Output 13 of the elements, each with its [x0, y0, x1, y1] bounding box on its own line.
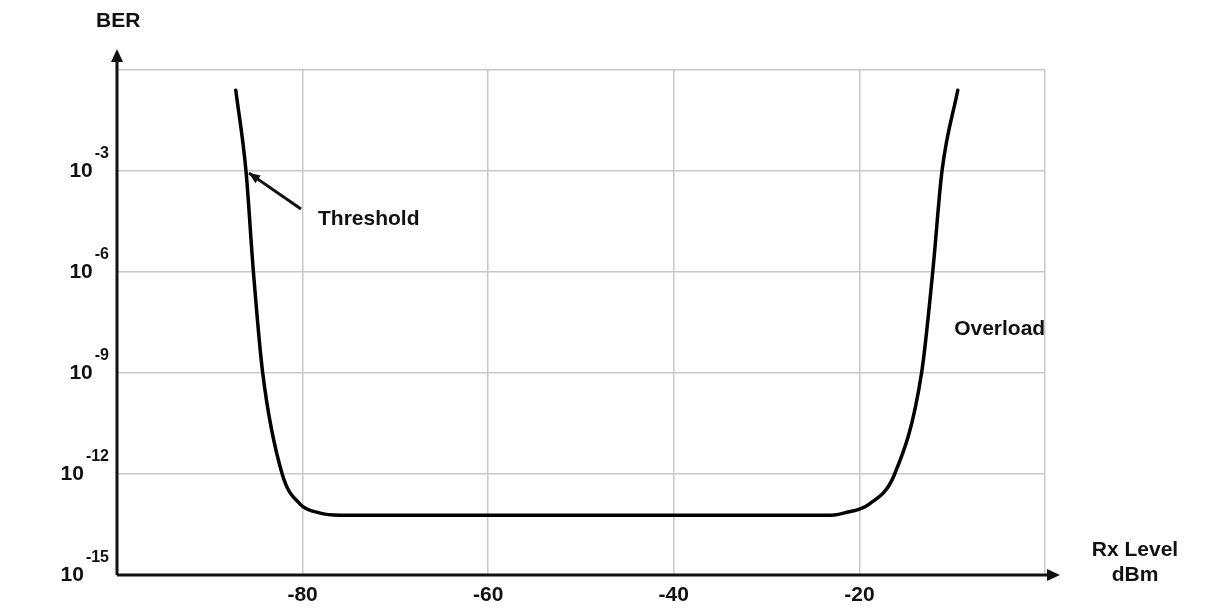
y-tick-label: 10-15 [60, 548, 110, 585]
x-tick-label: -40 [658, 581, 689, 605]
annotation: Overload [954, 316, 1046, 339]
y-tick-label: 10-3 [69, 144, 110, 181]
x-axis-title: Rx Level dBm [1090, 536, 1180, 586]
x-tick-label: -60 [473, 581, 504, 605]
y-axis-title: BER [96, 8, 141, 32]
y-tick-label: 10-6 [69, 245, 110, 282]
annotation: Threshold [317, 205, 420, 229]
y-tick-label: 10-9 [69, 346, 110, 383]
x-tick-label: -80 [287, 581, 318, 605]
y-tick-label: 10-12 [60, 447, 110, 484]
x-tick-label: -20 [844, 581, 875, 605]
